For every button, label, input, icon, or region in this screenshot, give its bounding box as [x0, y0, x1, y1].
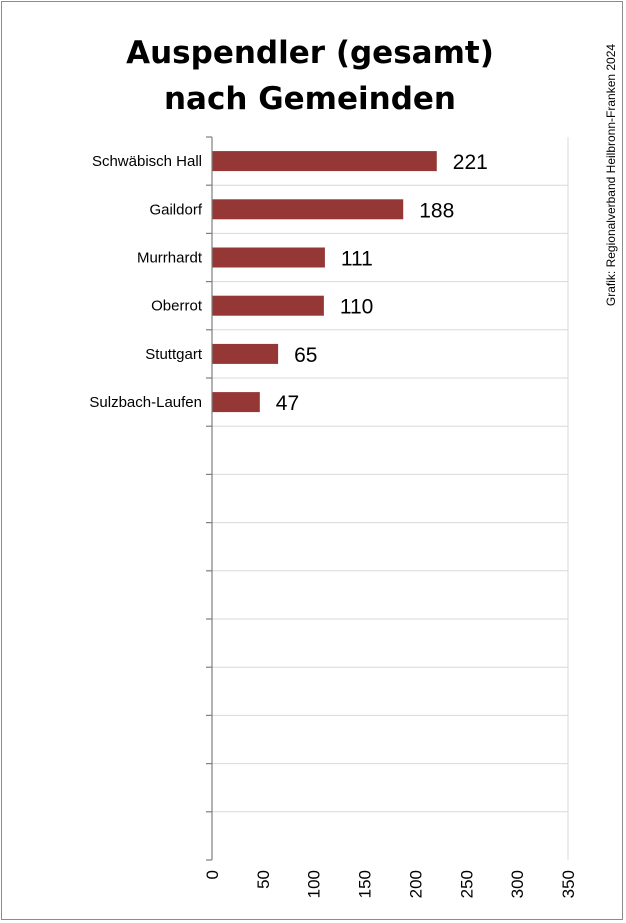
bar — [212, 151, 437, 172]
bars — [212, 151, 437, 413]
category-label: Murrhardt — [137, 250, 203, 267]
chart-title: Auspendler (gesamt) nach Gemeinden — [40, 30, 580, 122]
bar — [212, 343, 279, 364]
category-label: Schwäbisch Hall — [92, 153, 202, 170]
bar — [212, 247, 325, 268]
value-tick-label: 250 — [457, 870, 476, 898]
data-label: 65 — [294, 344, 317, 367]
category-label: Oberrot — [151, 298, 203, 315]
data-label: 47 — [276, 392, 299, 415]
value-tick-label: 300 — [508, 870, 527, 898]
value-tick-label: 150 — [356, 870, 375, 898]
value-tick-label: 100 — [305, 870, 324, 898]
data-label: 110 — [340, 296, 373, 319]
data-label: 188 — [419, 199, 454, 222]
category-label: Sulzbach-Laufen — [89, 394, 202, 411]
bar — [212, 199, 404, 220]
category-label: Gaildorf — [149, 201, 202, 218]
value-tick-label: 350 — [559, 870, 578, 898]
gridlines — [212, 137, 569, 860]
bar — [212, 295, 324, 316]
category-label: Stuttgart — [145, 346, 203, 363]
labels: Schwäbisch Hall 221 Gaildorf 188 Murrhardt 11… — [89, 151, 578, 898]
data-label: 111 — [341, 248, 373, 271]
value-tick-label: 0 — [203, 870, 222, 879]
value-tick-label: 200 — [406, 870, 425, 898]
chart-title-line-1: Auspendler (gesamt) — [126, 35, 494, 71]
axes — [206, 136, 213, 861]
data-label: 221 — [453, 151, 488, 174]
value-tick-label: 50 — [254, 870, 273, 889]
chart-title-line-2: nach Gemeinden — [163, 81, 456, 117]
bar — [212, 392, 260, 413]
